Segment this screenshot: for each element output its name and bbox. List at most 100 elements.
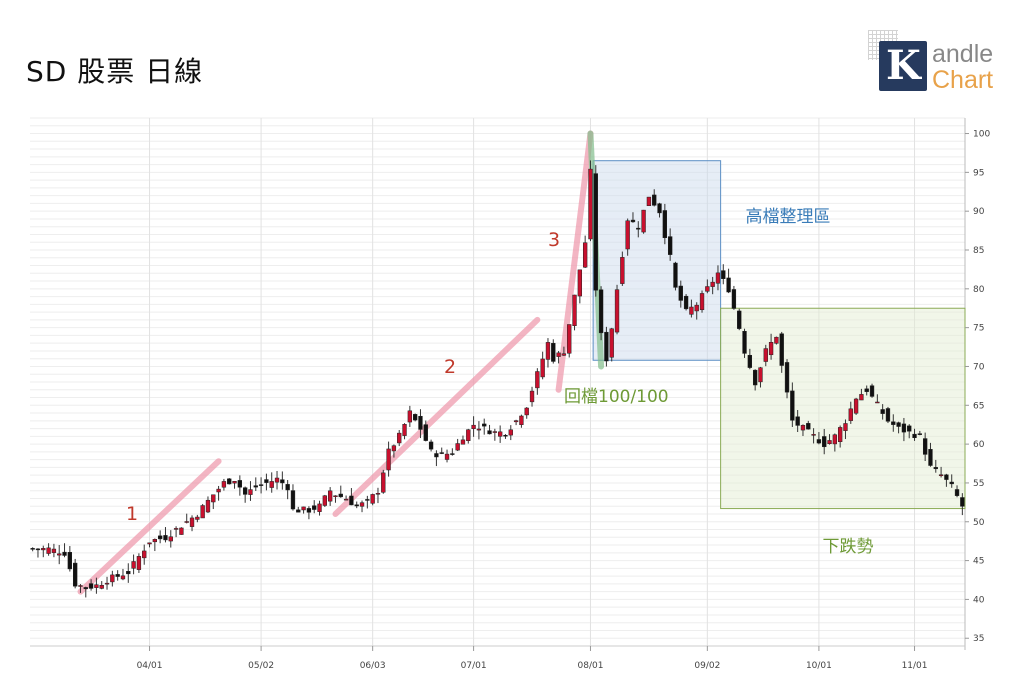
candle-body: [774, 336, 779, 344]
candle-body: [386, 448, 391, 471]
candle-body: [306, 508, 312, 513]
candle-body: [142, 550, 147, 559]
candle-body: [604, 331, 609, 362]
candle-body: [891, 421, 896, 425]
y-tick-label: 35: [973, 634, 984, 644]
candle-body: [551, 342, 556, 362]
candle-body: [57, 553, 62, 556]
candle-body: [322, 495, 328, 506]
candle-body: [747, 354, 753, 368]
trend-label: 3: [548, 229, 560, 251]
candle-body: [519, 415, 524, 425]
candle-body: [657, 203, 662, 214]
candle-body: [412, 414, 418, 421]
logo-k-box: [879, 41, 927, 91]
candle-body: [301, 506, 306, 511]
candle-body: [705, 286, 710, 292]
candle-body: [678, 285, 683, 301]
x-tick-label: 09/02: [694, 661, 720, 671]
candle-body: [343, 498, 349, 501]
candle-body: [327, 490, 333, 502]
candle-body: [41, 548, 46, 551]
candle-body: [561, 353, 567, 356]
candle-body: [423, 424, 428, 441]
y-tick-label: 60: [973, 440, 985, 450]
x-tick-label: 08/01: [578, 661, 604, 671]
candle-body: [912, 433, 917, 438]
candle-body: [954, 489, 960, 496]
candle-body: [455, 443, 460, 451]
candle-body: [896, 422, 901, 427]
candle-body: [779, 333, 784, 366]
candle-body: [248, 489, 253, 495]
candle-body: [859, 394, 864, 401]
candle-body: [869, 385, 875, 397]
candle-body: [83, 587, 88, 590]
candle-body: [227, 478, 232, 485]
candle-body: [407, 410, 413, 423]
candle-body: [317, 503, 322, 512]
candle-body: [221, 481, 227, 488]
candle-body: [790, 390, 795, 421]
candle-body: [402, 424, 407, 436]
candle-body: [365, 499, 370, 501]
candle-body: [816, 439, 822, 444]
candle-body: [492, 431, 498, 433]
x-tick-label: 07/01: [461, 661, 487, 671]
candle-body: [258, 484, 264, 486]
candle-body: [296, 509, 301, 513]
candle-body: [444, 453, 450, 460]
candle-body: [710, 281, 715, 287]
candle-body: [200, 505, 205, 519]
candle-body: [460, 439, 466, 445]
candle-body: [62, 551, 67, 556]
y-tick-label: 65: [973, 401, 984, 411]
candle-body: [184, 521, 189, 523]
candle-body: [598, 289, 604, 334]
candle-body: [949, 481, 954, 485]
candle-body: [168, 536, 173, 542]
y-tick-label: 90: [973, 207, 985, 217]
candle-body: [397, 432, 402, 444]
candle-body: [163, 535, 168, 541]
candle-body: [136, 556, 142, 570]
candle-body: [524, 407, 529, 416]
candle-body: [556, 352, 561, 357]
candle-body: [630, 219, 636, 223]
candle-body: [758, 367, 763, 383]
y-tick-label: 50: [973, 518, 985, 528]
candle-body: [689, 306, 694, 315]
candle-body: [864, 388, 869, 392]
candle-body: [540, 358, 545, 378]
candle-body: [375, 493, 381, 495]
candle-body: [806, 423, 811, 430]
candle-body: [763, 348, 768, 362]
candle-body: [800, 424, 806, 431]
candle-body: [636, 227, 641, 230]
candle-body: [944, 474, 949, 480]
candle-body: [667, 236, 673, 255]
candle-body: [349, 495, 354, 506]
candle-body: [853, 398, 859, 414]
candle-body: [152, 539, 158, 543]
y-tick-label: 85: [973, 246, 984, 256]
candle-body: [567, 324, 572, 354]
candle-body: [126, 571, 131, 575]
candle-body: [811, 434, 816, 436]
trend-line: [332, 316, 541, 517]
retrace-label: 回檔100/100: [564, 387, 669, 407]
candle-body: [503, 434, 508, 437]
candle-body: [418, 415, 423, 430]
candle-body: [280, 479, 285, 484]
candle-body: [274, 477, 280, 483]
candle-body: [646, 196, 652, 207]
candle-body: [699, 293, 705, 311]
y-tick-label: 45: [973, 557, 984, 567]
y-tick-label: 70: [973, 362, 985, 372]
candle-body: [933, 467, 938, 470]
x-axis: 04/01 05/02 06/03 07/01 08/01 09/02 10/01 11/01: [30, 645, 965, 671]
x-tick-label: 06/03: [360, 661, 386, 671]
candle-body: [737, 310, 742, 329]
candle-body: [370, 494, 375, 504]
